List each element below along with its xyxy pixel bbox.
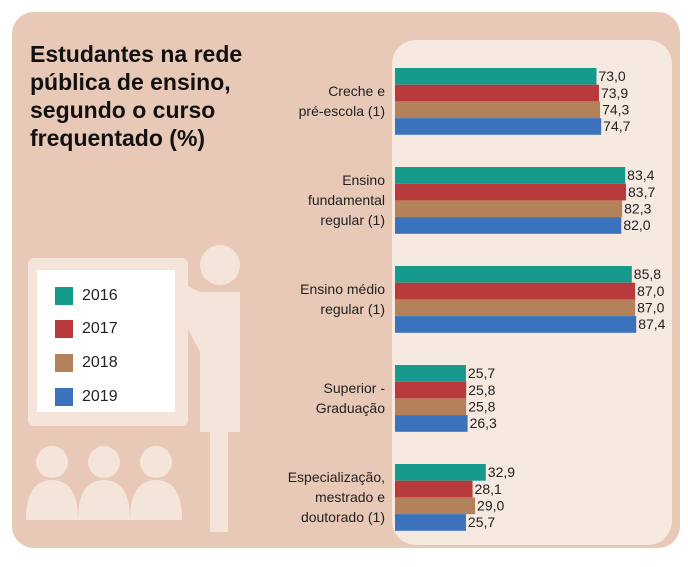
value-label: 87,0 (637, 299, 664, 315)
value-label: 82,0 (623, 217, 650, 233)
bar (395, 118, 602, 135)
value-label: 87,4 (638, 316, 665, 332)
value-label: 25,8 (468, 398, 495, 414)
category-label: Creche e pré-escola (1) (298, 83, 385, 120)
value-label: 74,7 (603, 118, 630, 134)
chart-title: Estudantes na rede pública de ensino, se… (30, 41, 243, 151)
legend-swatch (55, 354, 73, 372)
bar (395, 282, 636, 300)
value-label: 85,8 (634, 266, 661, 282)
value-label: 25,8 (468, 382, 495, 398)
value-label: 26,3 (470, 415, 497, 431)
value-label: 29,0 (477, 497, 504, 513)
value-label: 73,9 (601, 85, 628, 101)
bar (395, 299, 636, 317)
value-label: 73,0 (598, 68, 625, 84)
category-label: Ensino médio regular (1) (300, 281, 385, 318)
legend-label: 2017 (82, 320, 118, 337)
bar (395, 480, 473, 498)
value-label: 25,7 (468, 365, 495, 381)
bar (395, 167, 626, 184)
category-label: Especialização, mestrado e doutorado (1) (287, 469, 385, 526)
value-label: 82,3 (624, 200, 651, 216)
legend-label: 2016 (82, 287, 118, 304)
bar (395, 183, 627, 201)
bar (395, 266, 632, 283)
bar (395, 381, 467, 399)
bar (395, 217, 622, 234)
bar (395, 101, 601, 119)
value-label: 32,9 (488, 464, 515, 480)
bar (395, 365, 466, 382)
bar (395, 464, 486, 481)
value-label: 25,7 (468, 514, 495, 530)
legend-swatch (55, 320, 73, 338)
value-label: 28,1 (475, 481, 502, 497)
category-label: Ensino fundamental regular (1) (307, 172, 385, 229)
bar (395, 497, 476, 515)
legend-swatch (55, 287, 73, 305)
bar (395, 316, 637, 333)
bar (395, 84, 599, 102)
value-label: 87,0 (637, 283, 664, 299)
legend-swatch (55, 388, 73, 406)
bar (395, 200, 623, 218)
value-label: 83,7 (628, 184, 655, 200)
bar (395, 68, 597, 85)
bar (395, 398, 467, 416)
value-label: 74,3 (602, 101, 629, 117)
bar (395, 415, 468, 432)
legend-label: 2018 (82, 354, 118, 371)
value-label: 83,4 (627, 167, 654, 183)
bar (395, 514, 466, 531)
legend-label: 2019 (82, 388, 118, 405)
category-label: Superior - Graduação (315, 380, 385, 417)
